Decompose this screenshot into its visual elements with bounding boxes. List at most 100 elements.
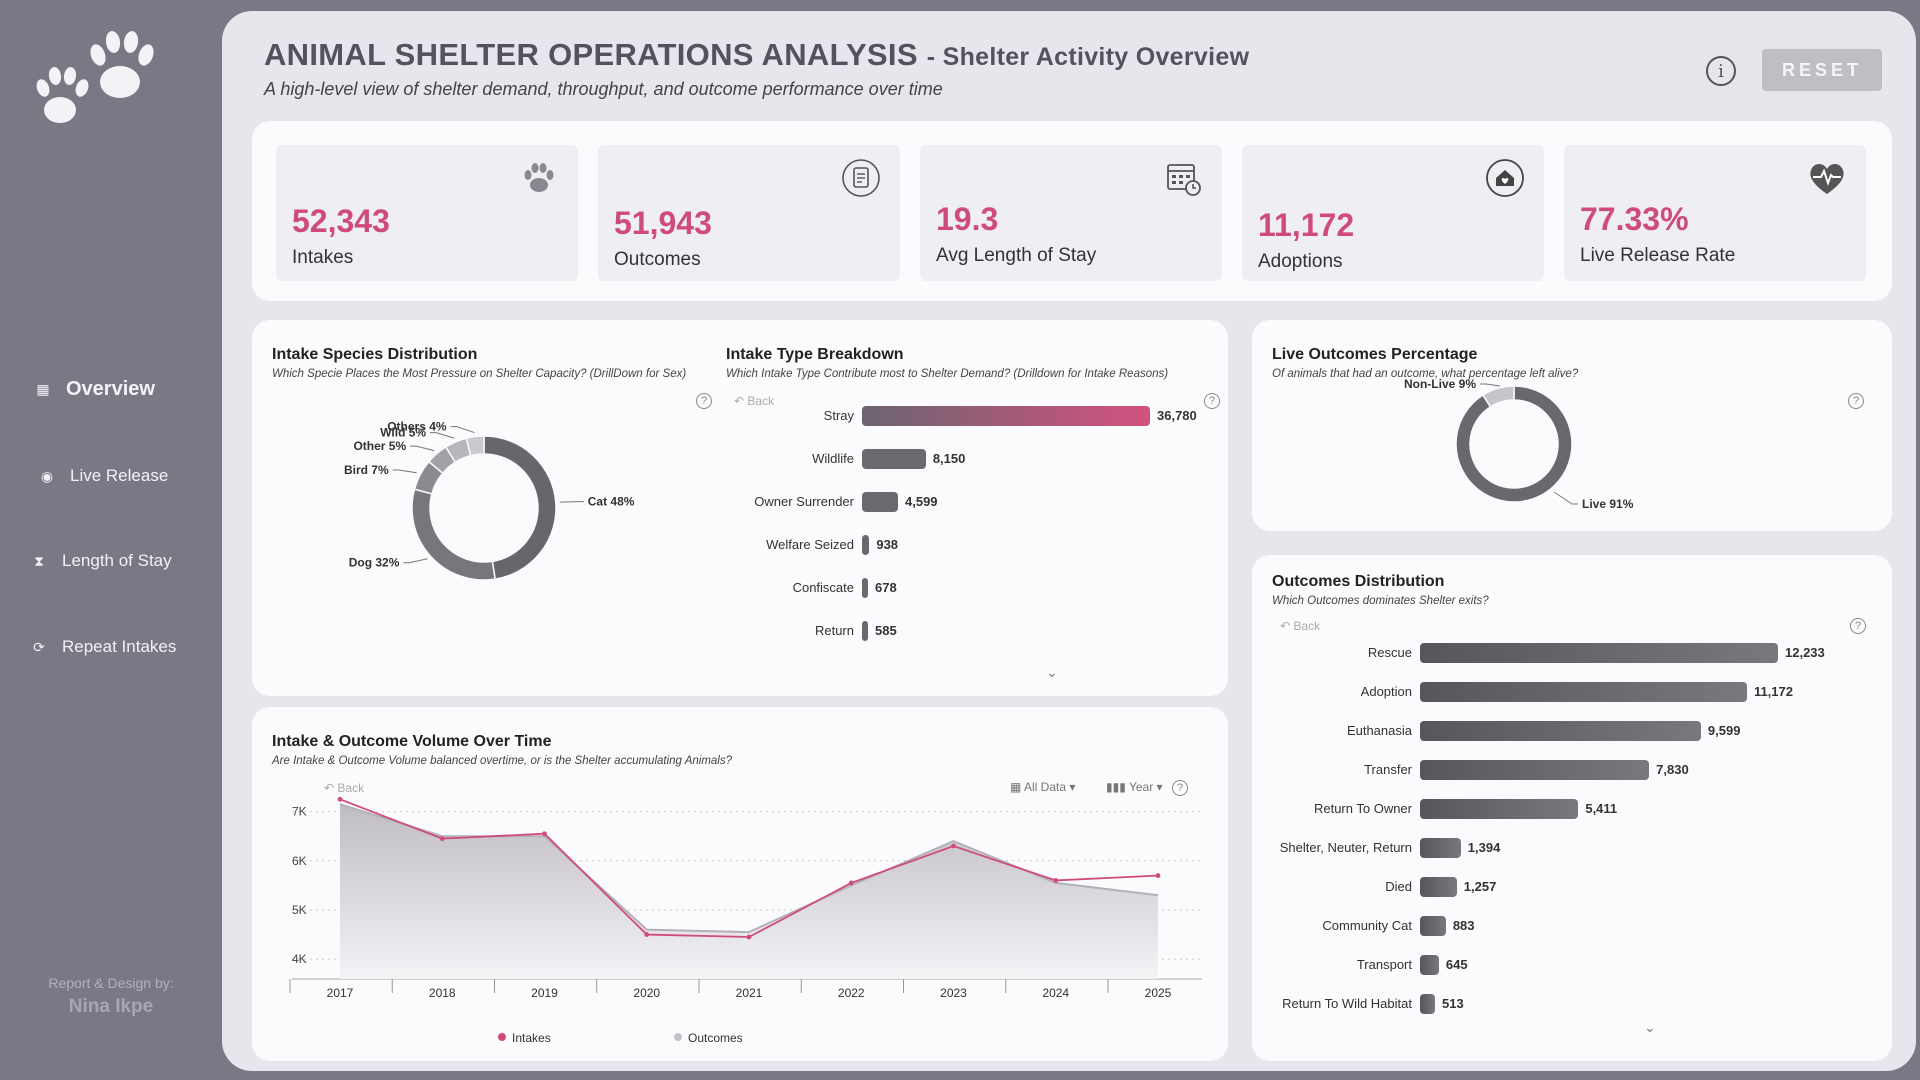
volume-over-time-panel: Intake & Outcome Volume Over Time Are In… [252,707,1228,1061]
bar-value: 12,233 [1785,645,1825,660]
bar-died[interactable] [1420,877,1457,897]
legend-label: Intakes [512,1031,551,1045]
donut-slice-others-4 [465,435,485,457]
kpi-value: 11,172 [1258,207,1355,243]
nav-overview[interactable]: ▦ Overview [0,378,222,401]
bar-label: Transfer [1364,762,1412,777]
x-tick-label: 2025 [1145,986,1172,1000]
kpi-panel: 52,343 Intakes 51,943 Outcomes 19.3 Avg … [252,121,1892,301]
bar-label: Transport [1356,957,1412,972]
kpi-label: Avg Length of Stay [936,245,1097,266]
volume-line-chart[interactable]: 7K 6K 5K 4K 2017 2018 2019 2020 2021 2022 2023 2024… [252,707,1228,1061]
kpi-card-avg-length-of-stay[interactable]: 19.3 Avg Length of Stay [920,145,1222,281]
heartbeat-icon [1810,163,1844,194]
bar-transfer[interactable] [1420,760,1650,780]
bar-value: 513 [1442,996,1464,1011]
bar-transport[interactable] [1420,955,1439,975]
point-intakes [542,831,547,837]
volume-help-icon[interactable]: ? [1172,780,1188,796]
kpi-label: Adoptions [1258,251,1343,272]
bar-label: Welfare Seized [766,537,854,552]
credit-name: Nina Ikpe [68,996,154,1017]
intake-type-help-icon[interactable]: ? [1204,393,1220,409]
hourglass-icon: ⧗ [34,552,44,569]
bar-label: Return To Wild Habitat [1282,996,1412,1011]
page-title-suffix: - Shelter Activity Overview [926,43,1250,71]
info-button[interactable]: i [1706,56,1736,86]
reset-button[interactable]: RESET [1762,49,1882,91]
nav-repeat-intakes[interactable]: ⟳ Repeat Intakes [0,637,222,657]
species-help-icon[interactable]: ? [696,393,712,409]
calendar-clock-icon [1167,164,1201,196]
intake-type-back-button[interactable]: ↶ Back [734,394,775,408]
leader-line [410,445,435,452]
bar-label: Died [1385,879,1412,894]
donut-label: Non-Live 9% [1404,377,1476,391]
series-area-outcomes [340,804,1158,979]
leader-line [1480,383,1501,387]
kpi-label: Intakes [292,247,354,268]
kpi-card-adoptions[interactable]: 11,172 Adoptions [1242,145,1544,281]
page-title: ANIMAL SHELTER OPERATIONS ANALYSIS - She… [264,37,1250,72]
x-tick-label: 2021 [736,986,763,1000]
bar-value: 11,172 [1753,684,1793,699]
outcomes-dist-desc: Which Outcomes dominates Shelter exits? [1272,595,1489,607]
outcomes-dist-help-icon[interactable]: ? [1850,618,1866,634]
back-arrow-icon: ↶ [324,781,335,795]
species-donut-chart[interactable]: Cat 48% Dog 32% Bird 7% Other 5%Wild 5%Othe… [252,320,732,696]
bar-community-cat[interactable] [1420,916,1446,936]
bar-value: 4,599 [905,494,938,509]
bar-rescue[interactable] [1420,643,1778,663]
year-filter[interactable]: ▮▮▮ Year ▾ [1106,780,1163,794]
credit-label: Report & Design by: [48,975,174,991]
x-tick-label: 2020 [633,986,660,1000]
back-arrow-icon: ↶ [734,394,745,408]
volume-title: Intake & Outcome Volume Over Time [272,733,552,750]
live-outcomes-help-icon[interactable]: ? [1848,393,1864,409]
intake-type-title: Intake Type Breakdown [726,346,904,363]
leader-line [392,469,417,474]
clipboard-icon [842,159,880,197]
chevron-down-icon[interactable]: ⌄ [1644,1019,1656,1035]
bar-owner-surrender[interactable] [862,492,898,512]
chevron-down-icon[interactable]: ⌄ [1046,664,1058,680]
point-intakes [439,836,445,842]
live-outcomes-desc: Of animals that had an outcome, what per… [1272,368,1579,380]
donut-slice-non-live-9 [1481,385,1515,408]
volume-desc: Are Intake & Outcome Volume balanced ove… [272,755,733,767]
bar-confiscate[interactable] [862,578,868,598]
bar-stray[interactable] [862,406,1150,426]
bar-shelter-neuter-return[interactable] [1420,838,1461,858]
bar-label: Return To Owner [1313,801,1412,816]
live-outcomes-panel: Live Outcomes Percentage Of animals that… [1252,320,1892,531]
nav-live-release[interactable]: ◉ Live Release [0,466,222,486]
bar-return-to-owner[interactable] [1420,799,1579,819]
bar-value: 36,780 [1157,408,1197,423]
bar-chart-icon: ▮▮▮ [1106,780,1126,794]
kpi-card-outcomes[interactable]: 51,943 Outcomes [598,145,900,281]
bar-return[interactable] [862,621,868,641]
bar-welfare-seized[interactable] [862,535,870,555]
donut-label: Others 4% [387,420,447,434]
bar-adoption[interactable] [1420,682,1747,702]
bar-value: 5,411 [1585,801,1618,816]
y-tick-label: 4K [292,952,307,966]
bar-value: 7,830 [1656,762,1689,777]
kpi-card-live-release-rate[interactable]: 77.33% Live Release Rate [1564,145,1866,281]
all-data-filter[interactable]: ▦ All Data ▾ [1010,780,1076,794]
volume-back-button[interactable]: ↶ Back [324,781,365,795]
nav-length-of-stay[interactable]: ⧗ Length of Stay [0,551,222,571]
calendar-icon: ▦ [1010,780,1022,794]
outcomes-distribution-panel: Outcomes Distribution Which Outcomes dom… [1252,555,1892,1061]
y-tick-label: 6K [292,854,307,868]
outcomes-dist-back-button[interactable]: ↶ Back [1280,619,1321,633]
bar-label: Owner Surrender [754,494,854,509]
bar-value: 1,257 [1463,879,1497,894]
bar-euthanasia[interactable] [1420,721,1701,741]
intake-type-desc: Which Intake Type Contribute most to She… [726,368,1169,380]
live-outcomes-donut-chart[interactable]: Live 91% Non-Live 9% [1252,320,1892,531]
bar-wildlife[interactable] [862,449,926,469]
bar-return-to-wild-habitat[interactable] [1420,994,1435,1014]
kpi-card-intakes[interactable]: 52,343 Intakes [276,145,578,281]
grid-icon: ▦ [36,381,50,397]
